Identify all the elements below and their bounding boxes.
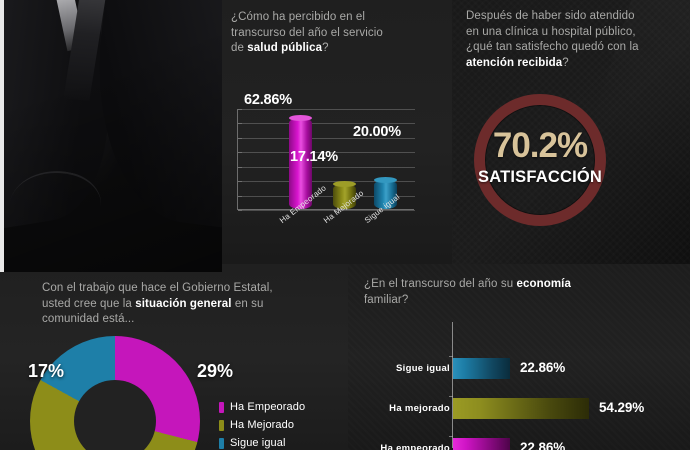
question-atencion-recibida: Después de haber sido atendido en una cl… — [466, 9, 671, 71]
legend-item[interactable]: Sigue igual — [219, 435, 305, 450]
question-economia-line2: familiar? — [364, 293, 409, 306]
axis-tick — [238, 210, 242, 211]
axis-tick — [238, 152, 242, 153]
question-salud-line1: ¿Cómo ha percibido en el — [231, 11, 366, 23]
question-atencion-line3: ¿qué tan satisfecho quedó con la — [466, 41, 639, 53]
hbar-label-ha-mejorado: Ha mejorado — [389, 403, 450, 414]
question-gobierno-line2-prefix: usted cree que la — [42, 297, 136, 310]
bar-ha-mejorado — [333, 181, 356, 209]
question-salud-line2: transcurso del año el servicio — [231, 26, 383, 39]
hbar-value-ha-mejorado: 54.29% — [599, 400, 645, 415]
chart-category-labels: Ha Empeorado Ha Mejorado Sigue igual — [237, 183, 437, 262]
legend-item[interactable]: Ha Mejorado — [219, 417, 305, 433]
donut-legend: Ha Empeorado Ha Mejorado Sigue igual — [219, 399, 305, 450]
question-gobierno-line2-suffix: en su — [231, 297, 264, 310]
question-gobierno-line1: Con el trabajo que hace el Gobierno Esta… — [42, 282, 273, 294]
legend-label: Ha Mejorado — [230, 419, 295, 431]
gridline — [238, 196, 415, 197]
question-salud-line3-suffix: ? — [322, 42, 329, 54]
donut-center-hole — [74, 380, 156, 450]
gridline — [238, 210, 415, 211]
question-atencion-emphasis: atención recibida — [466, 56, 563, 69]
question-salud-emphasis: salud pública — [247, 42, 323, 54]
axis-tick — [238, 138, 242, 139]
question-salud-publica: ¿Cómo ha percibido en el transcurso del … — [231, 10, 431, 57]
axis-tick — [238, 109, 242, 110]
satisfaction-ring — [474, 94, 606, 226]
value-label-ha-empeorado: 62.86% — [244, 92, 292, 108]
axis-tick — [238, 181, 242, 182]
hbar-value-sigue-igual: 22.86% — [520, 360, 566, 375]
hbar-row: Ha mejorado 54.29% — [356, 394, 686, 424]
donut-label-empeorado: 29% — [197, 361, 234, 381]
hbar-axis-tick — [449, 396, 453, 397]
donut-label-sigue-igual: 17% — [28, 361, 65, 381]
value-label-ha-mejorado: 17.14% — [290, 149, 338, 165]
question-gobierno-line3: comunidad está... — [42, 313, 135, 325]
question-atencion-line4-suffix: ? — [562, 56, 569, 69]
gridline — [238, 152, 415, 153]
hbar-axis — [452, 322, 453, 448]
gridline — [238, 123, 415, 124]
question-gobierno-emphasis: situación general — [135, 297, 232, 310]
panel-economia-familiar — [348, 264, 690, 450]
background-photo-suit — [0, 0, 222, 272]
legend-item[interactable]: Ha Empeorado — [219, 399, 305, 415]
question-salud-line3-prefix: de — [231, 42, 248, 54]
legend-swatch-icon — [219, 419, 224, 431]
hbar-axis-tick — [449, 356, 453, 357]
bar-sigue-igual — [374, 177, 397, 209]
hbar-value-ha-empeorado: 22.86% — [520, 440, 566, 450]
question-economia-emphasis: economía — [516, 278, 571, 290]
hbar-sigue-igual — [453, 358, 510, 379]
gridline — [238, 167, 415, 168]
axis-tick — [238, 196, 242, 197]
chart-bars — [238, 109, 414, 209]
question-atencion-line2: en una clínica u hospital público, — [466, 25, 636, 38]
satisfaction-indicator: 70.2% SATISFACCIÓN — [474, 94, 606, 226]
hbar-row: Sigue igual 22.86% — [356, 354, 686, 384]
question-atencion-line1: Después de haber sido atendido — [466, 10, 635, 22]
axis-tick — [238, 167, 242, 168]
legend-swatch-icon — [219, 401, 224, 413]
gridline — [238, 138, 415, 139]
question-economia-familiar: ¿En el transcurso del año su economía fa… — [364, 277, 624, 308]
hbar-label-ha-empeorado: Ha empeorado — [380, 443, 450, 450]
panel-salud-publica — [222, 0, 452, 264]
value-label-sigue-igual: 20.00% — [353, 124, 401, 140]
chart-gridlines — [238, 109, 415, 211]
satisfaction-value: 70.2% — [492, 126, 588, 165]
chart-economia-familiar: Sigue igual 22.86% Ha mejorado 54.29% Ha emp… — [356, 320, 686, 450]
hbar-row: Ha empeorado 22.86% — [356, 434, 686, 450]
hbar-ha-mejorado — [453, 398, 589, 419]
photo-vignette — [0, 0, 222, 272]
chart-situacion-general: 29% 17% — [28, 336, 233, 450]
gridline — [238, 109, 415, 110]
satisfaction-label: SATISFACCIÓN — [477, 168, 602, 186]
question-situacion-general: Con el trabajo que hace el Gobierno Esta… — [42, 281, 322, 328]
hbar-axis-tick — [449, 436, 453, 437]
question-economia-line1-prefix: ¿En el transcurso del año su — [364, 278, 517, 290]
left-edge-strip — [0, 0, 4, 272]
bar-ha-empeorado — [289, 115, 312, 209]
legend-label: Ha Empeorado — [230, 401, 306, 413]
axis-tick — [238, 123, 242, 124]
legend-swatch-icon — [219, 437, 224, 449]
legend-label: Sigue igual — [230, 437, 286, 449]
hbar-label-sigue-igual: Sigue igual — [396, 363, 450, 374]
hbar-ha-empeorado — [453, 438, 510, 450]
chart-plot-area — [237, 109, 415, 211]
gridline — [238, 181, 415, 182]
chart-salud-publica: 62.86% 17.14% 20.00% Ha Empeorado Ha Mejora… — [222, 92, 450, 262]
